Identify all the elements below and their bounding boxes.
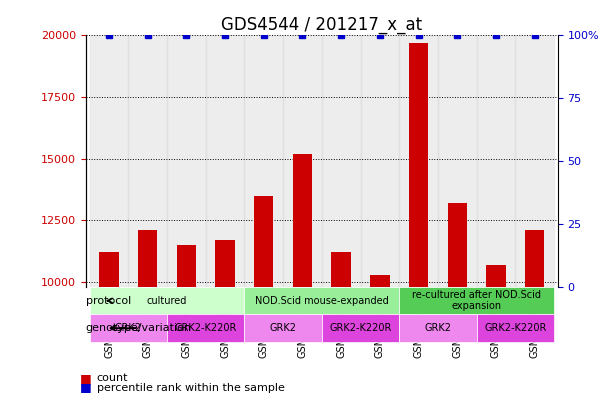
Bar [177,245,196,393]
Bar [89,287,245,314]
Bar [254,196,273,393]
Text: protocol: protocol [86,296,131,306]
Bar [167,314,245,342]
Bar [476,314,554,342]
Bar [438,35,476,287]
Text: NOD.Scid mouse-expanded: NOD.Scid mouse-expanded [255,296,389,306]
Bar [206,35,245,287]
Bar [516,35,554,287]
Text: percentile rank within the sample: percentile rank within the sample [97,383,284,393]
Text: re-cultured after NOD.Scid
expansion: re-cultured after NOD.Scid expansion [412,290,541,311]
Bar [99,252,119,393]
Bar [322,35,360,287]
Bar [167,35,206,287]
Bar [128,35,167,287]
Text: GRK2: GRK2 [115,323,142,333]
Text: GRK2: GRK2 [270,323,297,333]
Bar [360,35,399,287]
Bar [245,314,322,342]
Text: ■: ■ [80,381,91,393]
Bar [245,287,399,314]
Text: GRK2: GRK2 [424,323,451,333]
Bar [409,43,428,393]
Text: count: count [97,373,128,383]
Bar [322,314,399,342]
Bar [245,35,283,287]
Bar [399,287,554,314]
Text: GRK2-K220R: GRK2-K220R [329,323,392,333]
Bar [525,230,544,393]
Bar [138,230,158,393]
Bar [370,275,389,393]
Text: GRK2-K220R: GRK2-K220R [484,323,546,333]
Bar [332,252,351,393]
Bar [447,203,467,393]
Bar [486,265,506,393]
Bar [293,154,312,393]
Bar [283,35,322,287]
Bar [89,314,167,342]
Text: genotype/variation: genotype/variation [86,323,192,333]
Bar [89,35,128,287]
Bar [476,35,516,287]
Bar [399,314,476,342]
Text: GRK2-K220R: GRK2-K220R [175,323,237,333]
Bar [399,35,438,287]
Text: cultured: cultured [147,296,187,306]
Title: GDS4544 / 201217_x_at: GDS4544 / 201217_x_at [221,16,422,34]
Text: ■: ■ [80,371,91,385]
Bar [215,240,235,393]
